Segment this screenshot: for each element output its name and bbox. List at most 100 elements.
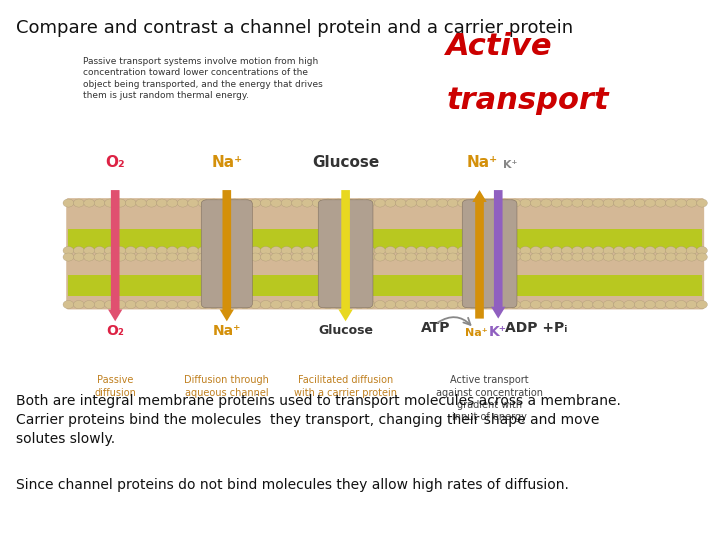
Circle shape: [520, 199, 531, 207]
Circle shape: [613, 300, 624, 309]
Circle shape: [177, 300, 188, 309]
Circle shape: [374, 246, 385, 255]
Circle shape: [655, 300, 666, 309]
Circle shape: [208, 246, 219, 255]
Circle shape: [333, 300, 344, 309]
Text: Na⁺: Na⁺: [212, 324, 241, 338]
Text: Glucose: Glucose: [318, 324, 373, 337]
Circle shape: [219, 199, 230, 207]
Circle shape: [177, 199, 188, 207]
Circle shape: [634, 300, 645, 309]
Circle shape: [634, 246, 645, 255]
Circle shape: [146, 253, 157, 261]
Circle shape: [385, 246, 396, 255]
Circle shape: [686, 300, 697, 309]
Circle shape: [447, 199, 458, 207]
Circle shape: [395, 300, 406, 309]
Circle shape: [343, 300, 354, 309]
Circle shape: [665, 253, 676, 261]
Circle shape: [84, 246, 94, 255]
Circle shape: [104, 246, 115, 255]
Text: Na⁺: Na⁺: [211, 155, 243, 170]
Circle shape: [188, 199, 199, 207]
Circle shape: [468, 199, 479, 207]
Circle shape: [572, 253, 582, 261]
Circle shape: [302, 253, 312, 261]
Circle shape: [395, 199, 406, 207]
Circle shape: [406, 300, 417, 309]
Circle shape: [426, 246, 437, 255]
Circle shape: [655, 199, 666, 207]
Text: Compare and contrast a channel protein and a carrier protein: Compare and contrast a channel protein a…: [16, 19, 573, 37]
Circle shape: [219, 246, 230, 255]
Circle shape: [686, 199, 697, 207]
Circle shape: [198, 246, 209, 255]
Circle shape: [374, 199, 385, 207]
Circle shape: [593, 300, 603, 309]
Circle shape: [219, 300, 230, 309]
Circle shape: [520, 246, 531, 255]
Circle shape: [385, 253, 396, 261]
Circle shape: [229, 246, 240, 255]
Circle shape: [229, 253, 240, 261]
Circle shape: [364, 199, 375, 207]
Circle shape: [261, 246, 271, 255]
Circle shape: [644, 300, 655, 309]
Circle shape: [135, 199, 146, 207]
Circle shape: [395, 253, 406, 261]
Circle shape: [603, 246, 614, 255]
Circle shape: [426, 300, 437, 309]
Circle shape: [593, 246, 603, 255]
Circle shape: [63, 300, 74, 309]
Circle shape: [73, 199, 84, 207]
Circle shape: [499, 246, 510, 255]
Circle shape: [406, 253, 417, 261]
Text: Diffusion through
aqueous channel: Diffusion through aqueous channel: [184, 375, 269, 397]
Circle shape: [385, 300, 396, 309]
Circle shape: [323, 300, 333, 309]
Circle shape: [582, 199, 593, 207]
Circle shape: [63, 246, 74, 255]
Text: Both are integral membrane proteins used to transport molecules across a membran: Both are integral membrane proteins used…: [16, 394, 621, 446]
Circle shape: [364, 246, 375, 255]
Circle shape: [510, 199, 521, 207]
Circle shape: [208, 300, 219, 309]
Circle shape: [343, 246, 354, 255]
Circle shape: [323, 246, 333, 255]
Circle shape: [582, 300, 593, 309]
Circle shape: [177, 246, 188, 255]
Circle shape: [312, 246, 323, 255]
Circle shape: [531, 300, 541, 309]
Circle shape: [333, 253, 344, 261]
Circle shape: [562, 300, 572, 309]
Circle shape: [655, 246, 666, 255]
Circle shape: [333, 199, 344, 207]
Circle shape: [343, 199, 354, 207]
Text: transport: transport: [446, 86, 609, 116]
Circle shape: [697, 300, 707, 309]
Circle shape: [271, 246, 282, 255]
Circle shape: [510, 246, 521, 255]
Circle shape: [198, 300, 209, 309]
Circle shape: [489, 246, 500, 255]
Circle shape: [489, 199, 500, 207]
Text: Active transport
against concentration
gradient with
input of energy: Active transport against concentration g…: [436, 375, 543, 422]
Circle shape: [240, 300, 251, 309]
Circle shape: [385, 199, 396, 207]
Text: Since channel proteins do not bind molecules they allow high rates of diffusion.: Since channel proteins do not bind molec…: [16, 478, 569, 492]
Circle shape: [271, 300, 282, 309]
Circle shape: [261, 300, 271, 309]
Circle shape: [323, 199, 333, 207]
Circle shape: [281, 199, 292, 207]
Circle shape: [686, 253, 697, 261]
Circle shape: [229, 300, 240, 309]
Circle shape: [499, 300, 510, 309]
Circle shape: [84, 199, 94, 207]
Circle shape: [395, 246, 406, 255]
Circle shape: [676, 199, 687, 207]
Circle shape: [416, 300, 427, 309]
Circle shape: [447, 300, 458, 309]
Circle shape: [374, 253, 385, 261]
Circle shape: [364, 253, 375, 261]
Circle shape: [354, 199, 364, 207]
